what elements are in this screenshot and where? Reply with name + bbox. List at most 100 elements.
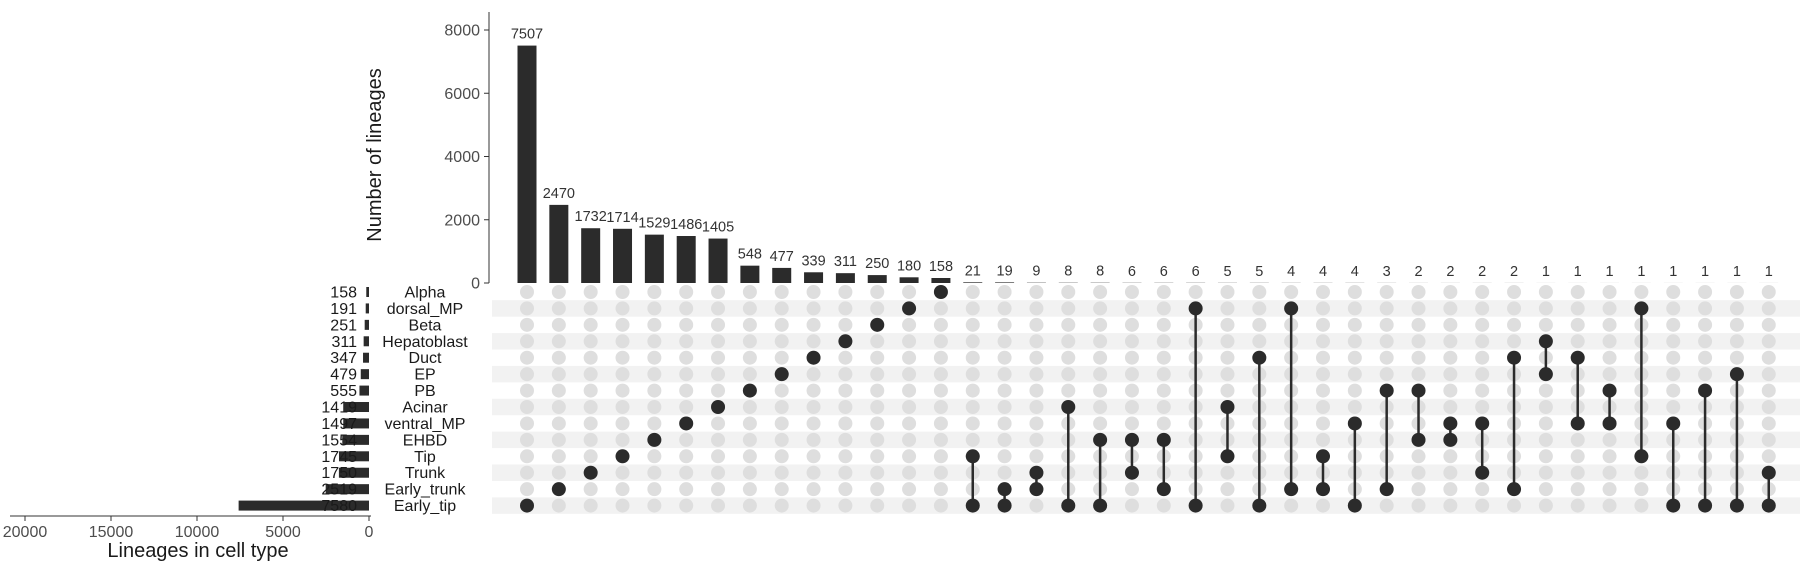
matrix-dot-inactive	[679, 400, 694, 415]
matrix-dot-inactive	[1698, 367, 1713, 382]
matrix-dot-inactive	[1347, 367, 1362, 382]
matrix-dot-inactive	[583, 350, 598, 365]
matrix-dot-inactive	[838, 301, 853, 316]
intersection-value-label: 9	[1032, 264, 1040, 280]
set-name-label: dorsal_MP	[387, 301, 463, 318]
matrix-dot-inactive	[870, 449, 885, 464]
matrix-dot-inactive	[933, 482, 948, 497]
matrix-dot-inactive	[1316, 432, 1330, 447]
matrix-dot-inactive	[1220, 482, 1235, 497]
set-size-label: 311	[331, 334, 357, 351]
matrix-dot-active	[1220, 400, 1235, 415]
set-name-label: EP	[414, 367, 435, 384]
matrix-dot-inactive	[647, 350, 662, 365]
matrix-dot-inactive	[1316, 285, 1330, 299]
matrix-dot-inactive	[1538, 432, 1553, 447]
matrix-dot-inactive	[1602, 367, 1617, 382]
matrix-dot-active	[1443, 432, 1458, 447]
set-size-label: 158	[330, 285, 357, 302]
matrix-dot-inactive	[997, 465, 1012, 480]
matrix-dot-active	[1443, 416, 1458, 431]
matrix-dot-inactive	[1698, 317, 1713, 332]
matrix-dot-inactive	[1538, 482, 1553, 497]
matrix-dot-inactive	[583, 285, 598, 299]
matrix-dot-inactive	[742, 400, 757, 415]
matrix-dot-inactive	[742, 498, 757, 513]
set-size-bar	[363, 336, 369, 347]
intersection-y-ticks: 0 2000 4000 6000 8000	[444, 12, 490, 293]
matrix-dot-inactive	[838, 449, 853, 464]
matrix-dot-inactive	[1475, 317, 1490, 332]
set-size-label: 1745	[321, 449, 357, 466]
matrix-dot-inactive	[774, 482, 789, 497]
matrix-dot-inactive	[806, 301, 821, 316]
matrix-dot-inactive	[1093, 416, 1108, 431]
matrix-dot-inactive	[1475, 367, 1490, 382]
matrix-dot-inactive	[679, 285, 694, 299]
matrix-dot-inactive	[1316, 416, 1330, 431]
intersection-y-axis-title: Number of lineages	[364, 68, 386, 241]
matrix-dot-inactive	[902, 367, 917, 382]
matrix-dot-inactive	[1411, 465, 1426, 480]
intersection-value-label: 6	[1192, 264, 1200, 280]
matrix-dot-inactive	[551, 317, 566, 332]
intersection-value-label: 477	[770, 249, 794, 265]
matrix-dot-active	[1634, 449, 1649, 464]
matrix-dot-inactive	[1029, 383, 1044, 398]
matrix-dot-active	[1761, 465, 1776, 480]
matrix-dot-inactive	[1443, 317, 1458, 332]
set-size-bar	[365, 303, 369, 314]
matrix-dot-inactive	[1124, 334, 1139, 349]
set-size-bar	[238, 500, 369, 511]
matrix-dot-inactive	[583, 334, 598, 349]
intersection-value-label: 1	[1669, 264, 1677, 280]
matrix-dot-inactive	[1029, 350, 1044, 365]
matrix-dot-inactive	[1347, 285, 1362, 299]
matrix-dot-inactive	[583, 498, 598, 513]
matrix-dot-inactive	[806, 498, 821, 513]
y-tick-label: 8000	[444, 23, 480, 40]
matrix-dot-active	[1029, 482, 1044, 497]
matrix-dot-inactive	[615, 383, 630, 398]
matrix-dot-inactive	[551, 350, 566, 365]
matrix-dot-inactive	[1252, 317, 1267, 332]
matrix-dot-inactive	[1538, 400, 1553, 415]
matrix-dot-inactive	[615, 416, 630, 431]
matrix-dot-inactive	[1093, 400, 1108, 415]
set-name-label: PB	[414, 383, 435, 400]
matrix-dot-inactive	[1538, 416, 1553, 431]
intersection-value-label: 180	[897, 258, 921, 274]
matrix-dot-inactive	[1156, 334, 1171, 349]
set-size-x-axis: 20000 15000 10000 5000 0	[3, 515, 374, 541]
matrix-dot-inactive	[838, 383, 853, 398]
matrix-dot-inactive	[1698, 350, 1713, 365]
matrix-dot-inactive	[933, 350, 948, 365]
intersection-value-label: 1	[1765, 264, 1773, 280]
intersection-bar	[772, 267, 792, 283]
matrix-dot-inactive	[774, 449, 789, 464]
matrix-dot-inactive	[1252, 301, 1267, 316]
matrix-dot-inactive	[1061, 285, 1076, 299]
matrix-dot-inactive	[1316, 301, 1330, 316]
matrix-dot-inactive	[965, 334, 980, 349]
matrix-dot-inactive	[711, 383, 726, 398]
matrix-dot-inactive	[1316, 334, 1330, 349]
intersection-value-label: 1	[1542, 264, 1550, 280]
matrix-dot-active	[1156, 432, 1171, 447]
matrix-dot-active	[1634, 301, 1649, 316]
matrix-dot-inactive	[838, 416, 853, 431]
matrix-dot-inactive	[1666, 285, 1681, 299]
matrix-dot-inactive	[1634, 498, 1649, 513]
matrix-dot-active	[838, 334, 853, 349]
y-tick-label: 6000	[444, 86, 480, 103]
matrix-dot-inactive	[1538, 498, 1553, 513]
matrix-dot-inactive	[1029, 334, 1044, 349]
matrix-dot-inactive	[997, 301, 1012, 316]
set-size-label: 2519	[321, 482, 357, 499]
set-size-label: 1750	[321, 465, 357, 482]
matrix-dot-inactive	[838, 317, 853, 332]
matrix-dot-inactive	[997, 367, 1012, 382]
matrix-dot-active	[902, 301, 917, 316]
matrix-dot-inactive	[838, 498, 853, 513]
matrix-dot-inactive	[1761, 301, 1776, 316]
